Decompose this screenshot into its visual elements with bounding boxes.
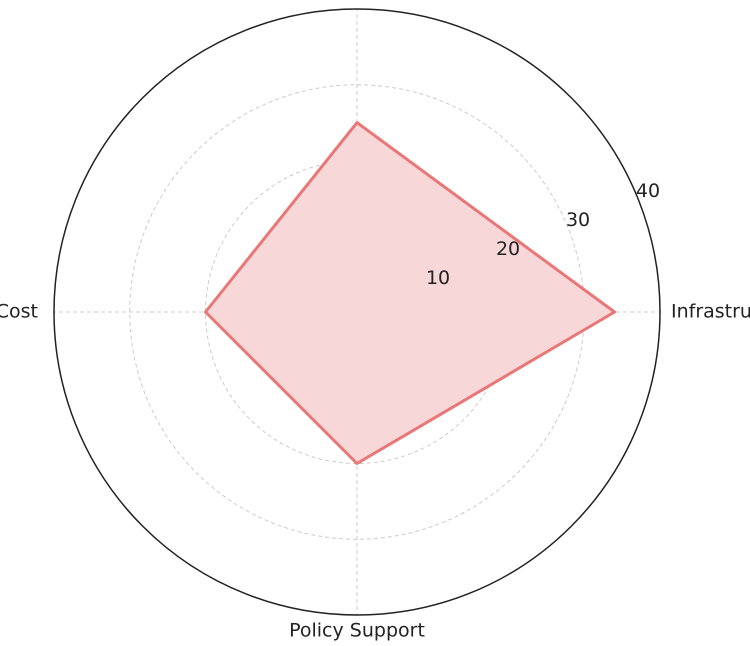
r-tick-label: 20 xyxy=(496,238,520,260)
radar-area xyxy=(204,121,617,465)
category-label: Policy Support xyxy=(289,620,425,642)
outer-frame xyxy=(53,8,661,616)
r-tick-label: 30 xyxy=(566,209,590,231)
r-tick-label: 40 xyxy=(636,180,660,202)
r-tick-label: 10 xyxy=(426,267,450,289)
category-label: Infrastructure xyxy=(671,301,750,323)
category-label: Cost xyxy=(0,301,38,323)
